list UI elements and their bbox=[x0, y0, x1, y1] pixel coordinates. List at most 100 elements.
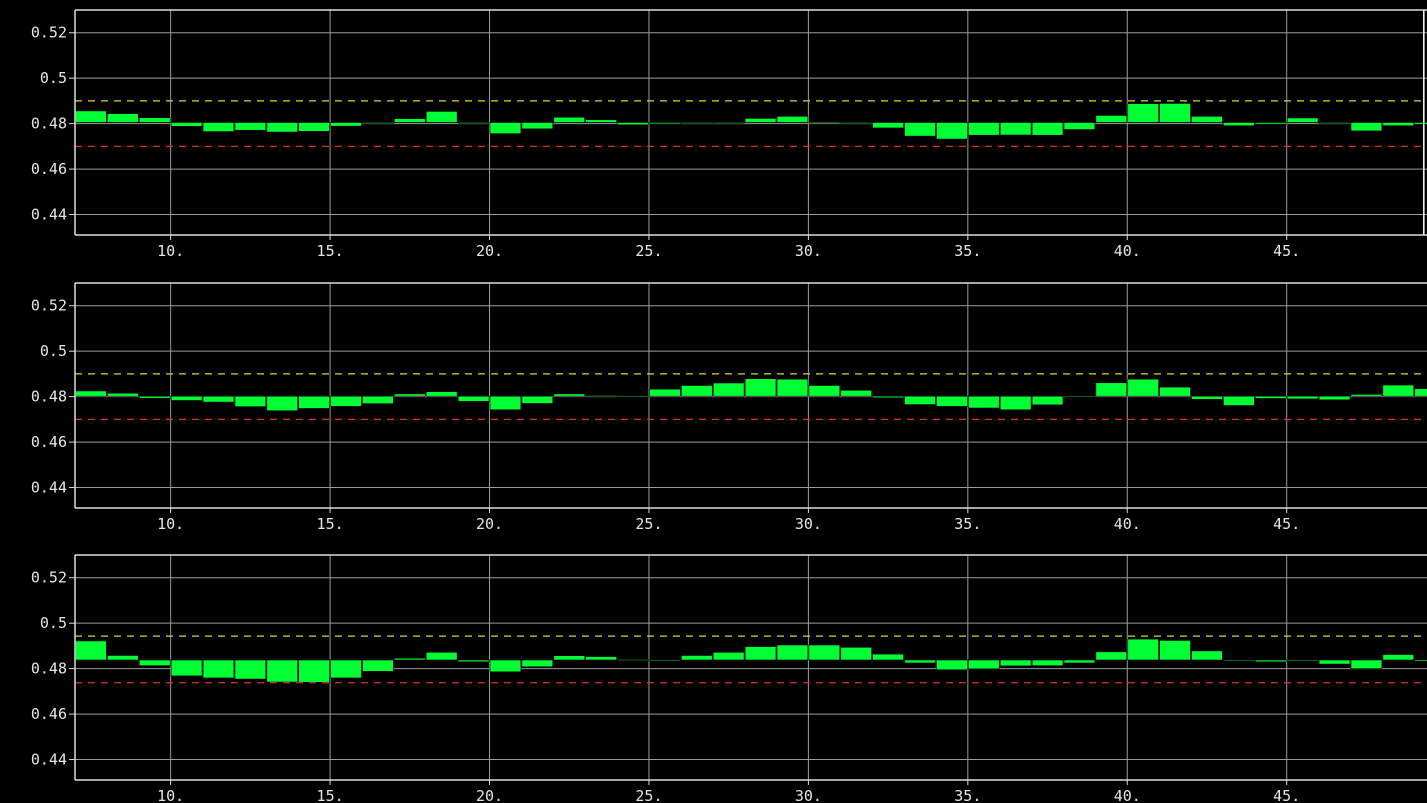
bar bbox=[203, 123, 234, 132]
bar bbox=[1096, 383, 1127, 396]
bar bbox=[968, 660, 999, 669]
y-tick-label: 0.44 bbox=[31, 479, 67, 497]
bar bbox=[713, 123, 744, 124]
x-tick-label: 30. bbox=[795, 515, 822, 533]
bar bbox=[554, 117, 585, 122]
y-tick-label: 0.5 bbox=[40, 614, 67, 632]
x-tick-label: 15. bbox=[317, 787, 344, 803]
x-tick-label: 20. bbox=[476, 242, 503, 260]
y-tick-label: 0.46 bbox=[31, 433, 67, 451]
bar bbox=[873, 396, 904, 398]
bar bbox=[139, 118, 170, 123]
bar bbox=[235, 396, 266, 406]
bar bbox=[522, 660, 553, 667]
bar bbox=[1000, 123, 1031, 136]
bar bbox=[905, 123, 936, 137]
bar bbox=[331, 396, 362, 406]
bar bbox=[1351, 394, 1382, 396]
bar bbox=[681, 123, 712, 124]
x-tick-label: 20. bbox=[476, 787, 503, 803]
bar bbox=[1160, 103, 1191, 122]
bar bbox=[362, 660, 393, 671]
bar bbox=[1415, 123, 1427, 125]
bar bbox=[331, 123, 362, 127]
bar bbox=[809, 645, 840, 660]
bar bbox=[1351, 660, 1382, 669]
x-tick-label: 45. bbox=[1273, 787, 1300, 803]
bar bbox=[458, 123, 489, 124]
y-tick-label: 0.44 bbox=[31, 751, 67, 769]
bar bbox=[713, 383, 744, 396]
bar bbox=[394, 658, 425, 660]
bar bbox=[1351, 123, 1382, 131]
bar bbox=[203, 396, 234, 402]
bar bbox=[426, 111, 457, 122]
bar bbox=[1415, 660, 1427, 661]
x-tick-label: 25. bbox=[635, 242, 662, 260]
x-tick-label: 15. bbox=[317, 515, 344, 533]
bar bbox=[394, 119, 425, 123]
bar bbox=[841, 123, 872, 124]
bar bbox=[1128, 104, 1159, 123]
x-tick-label: 35. bbox=[954, 515, 981, 533]
bar bbox=[1255, 396, 1286, 398]
bar bbox=[490, 396, 521, 410]
x-tick-label: 15. bbox=[317, 242, 344, 260]
bar bbox=[586, 120, 617, 123]
bar bbox=[554, 394, 585, 396]
y-tick-label: 0.46 bbox=[31, 705, 67, 723]
y-tick-label: 0.52 bbox=[31, 297, 67, 315]
bar bbox=[1223, 660, 1254, 661]
bar bbox=[554, 656, 585, 660]
bar bbox=[1287, 660, 1318, 661]
bar bbox=[235, 660, 266, 679]
bar bbox=[267, 396, 298, 411]
chart-panel-1: 0.44 0.46 0.48 0.5 0.52 10. 15. 20. 25. 30. 35. 40.… bbox=[31, 10, 1427, 260]
bar bbox=[745, 118, 776, 122]
bar bbox=[777, 379, 808, 396]
y-tick-label: 0.52 bbox=[31, 569, 67, 587]
bar bbox=[618, 660, 649, 661]
x-tick-label: 10. bbox=[157, 242, 184, 260]
bar bbox=[936, 660, 967, 670]
bar bbox=[299, 123, 330, 132]
bar bbox=[1192, 651, 1223, 660]
bar bbox=[1000, 660, 1031, 666]
bar bbox=[267, 123, 298, 133]
y-tick-label: 0.5 bbox=[40, 342, 67, 360]
bar bbox=[1415, 389, 1427, 397]
bar bbox=[1319, 396, 1350, 400]
bar bbox=[1064, 123, 1095, 130]
bar bbox=[1192, 116, 1223, 122]
bar bbox=[841, 390, 872, 396]
bar bbox=[968, 396, 999, 408]
x-tick-label: 30. bbox=[795, 242, 822, 260]
bar bbox=[936, 123, 967, 140]
bar bbox=[362, 396, 393, 404]
x-tick-label: 35. bbox=[954, 242, 981, 260]
bar bbox=[1096, 652, 1127, 660]
bar bbox=[458, 396, 489, 401]
bar bbox=[107, 655, 138, 660]
bar bbox=[586, 396, 617, 397]
bar bbox=[299, 396, 330, 408]
bar bbox=[76, 111, 107, 123]
x-tick-label: 25. bbox=[635, 515, 662, 533]
bar bbox=[713, 652, 744, 660]
bar bbox=[490, 660, 521, 672]
bar bbox=[1032, 396, 1063, 405]
bar bbox=[1032, 660, 1063, 666]
bar bbox=[1255, 123, 1286, 125]
bar bbox=[1192, 396, 1223, 399]
bar bbox=[618, 396, 649, 397]
bar bbox=[649, 389, 680, 396]
bar bbox=[1383, 123, 1414, 126]
bar bbox=[777, 645, 808, 660]
bar bbox=[331, 660, 362, 678]
bar bbox=[745, 647, 776, 660]
bar bbox=[171, 123, 202, 127]
y-tick-label: 0.48 bbox=[31, 388, 67, 406]
bar bbox=[76, 641, 107, 660]
bar bbox=[139, 396, 170, 398]
